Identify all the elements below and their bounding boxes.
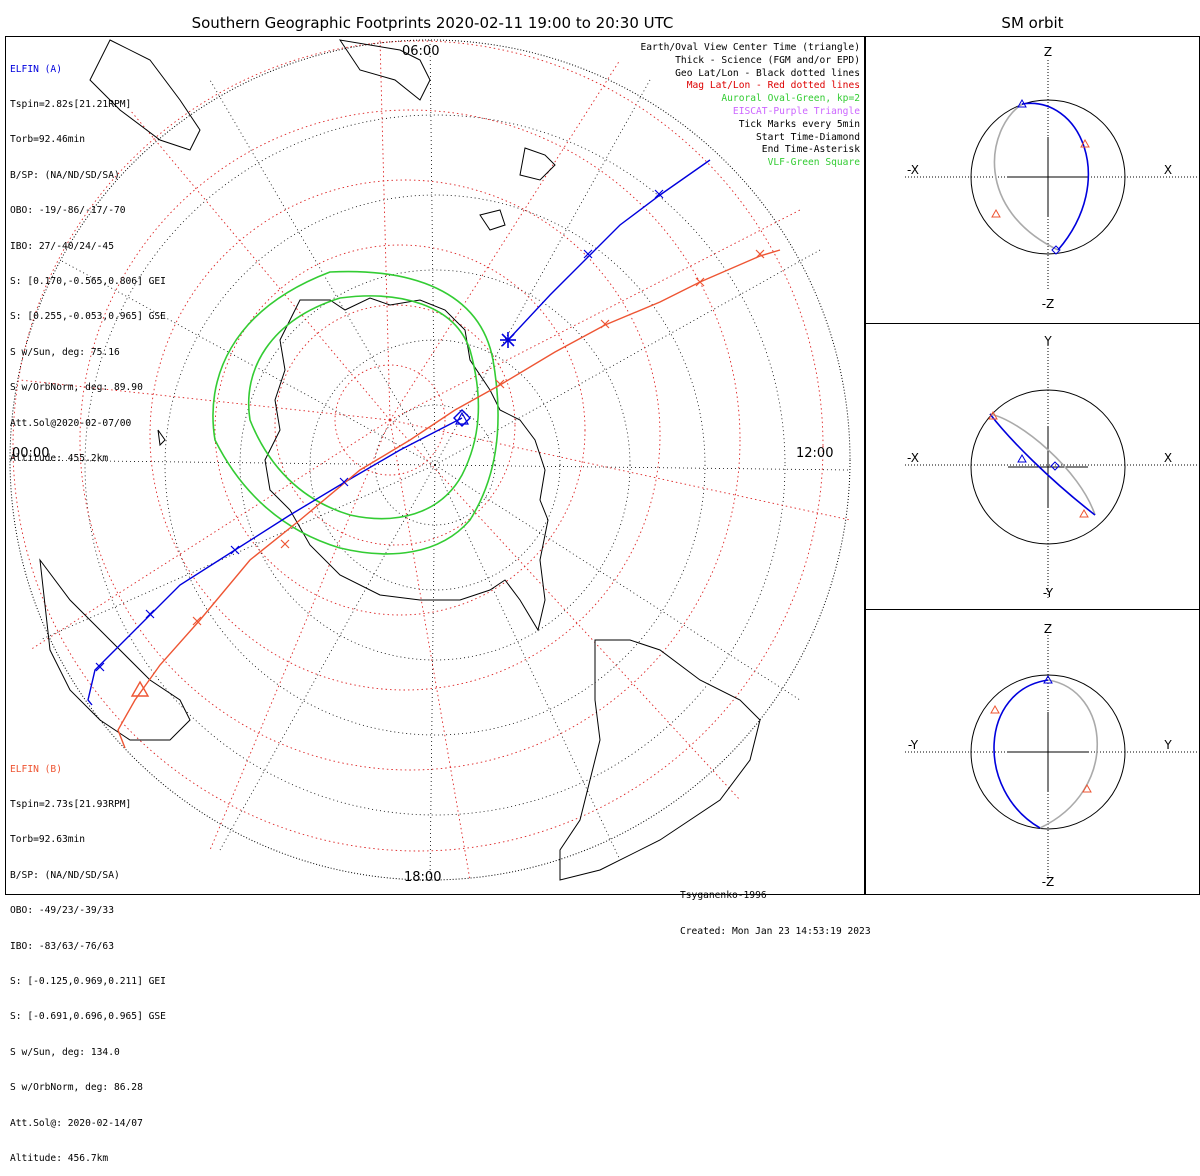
sm-xz-plot: Z -Z -X X <box>905 45 1198 311</box>
geo-grid <box>14 39 851 881</box>
elfin-b-line: Altitude: 456.7km <box>10 1152 109 1164</box>
elfin-b-line: IBO: -83/63/-76/63 <box>10 940 114 952</box>
sm-orbit-plots: Z -Z -X X Y -Y -X X Z -Z -Y Y <box>905 45 1198 889</box>
sm2-left-label: -X <box>907 451 919 465</box>
legend-entry: Thick - Science (FGM and/or EPD) <box>675 54 860 66</box>
elfin-a-start-diamond <box>453 409 471 427</box>
elfin-a-line: S: [0.170,-0.565,0.806] GEI <box>10 275 166 287</box>
sm1-right-label: X <box>1164 163 1172 177</box>
elfin-a-line: S w/OrbNorm, deg: 89.90 <box>10 382 143 394</box>
legend-entry: Mag Lat/Lon - Red dotted lines <box>686 80 860 92</box>
legend-entry: End Time-Asterisk <box>761 144 860 156</box>
hour-label-right: 12:00 <box>796 446 834 461</box>
sm-xy-plot: Y -Y -X X <box>905 334 1198 600</box>
sm3-top-label: Z <box>1044 622 1052 636</box>
globe-outline <box>9 39 851 881</box>
map-footer: Tsyganenko-1996 Created: Mon Jan 23 14:5… <box>680 866 871 950</box>
sm1-left-label: -X <box>907 163 919 177</box>
elfin-b-line: B/SP: (NA/ND/SD/SA) <box>10 869 120 881</box>
legend-entry: EISCAT-Purple Triangle <box>732 105 860 117</box>
elfin-a-line: Torb=92.46min <box>10 134 86 146</box>
elfin-a-track-south <box>87 417 463 706</box>
legend: Earth/Oval View Center Time (triangle) T… <box>641 42 861 170</box>
elfin-a-line: B/SP: (NA/ND/SD/SA) <box>10 169 120 181</box>
hour-label-top: 06:00 <box>402 44 440 59</box>
sm1-bottom-label: -Z <box>1042 297 1055 311</box>
sm3-left-label: -Y <box>908 738 919 752</box>
elfin-b-info: ELFIN (B) Tspin=2.73s[21.93RPM] Torb=92.… <box>10 740 166 1176</box>
hour-label-left: 00:00 <box>12 446 50 461</box>
elfin-a-line: IBO: 27/-40/24/-45 <box>10 240 114 252</box>
elfin-b-line: Torb=92.63min <box>10 834 86 846</box>
elfin-b-line: Tspin=2.73s[21.93RPM] <box>10 798 132 810</box>
legend-entry: Earth/Oval View Center Time (triangle) <box>640 42 861 53</box>
elfin-a-info: ELFIN (A) Tspin=2.82s[21.21RPM] Torb=92.… <box>10 40 166 476</box>
mag-grid <box>12 39 851 881</box>
elfin-a-line: OBO: -19/-86/-17/-70 <box>10 205 126 217</box>
plot-title: Southern Geographic Footprints 2020-02-1… <box>191 14 674 32</box>
auroral-oval <box>212 270 499 555</box>
elfin-a-label: ELFIN (A) <box>10 63 62 75</box>
sm2-right-label: X <box>1164 451 1172 465</box>
footprint-map-panel <box>5 36 865 895</box>
tick-marks <box>95 189 765 672</box>
sm3-bottom-label: -Z <box>1042 875 1055 889</box>
elfin-b-line: S w/OrbNorm, deg: 86.28 <box>10 1082 143 1094</box>
elfin-a-end-asterisk <box>500 332 516 348</box>
elfin-a-view-triangle <box>454 411 470 425</box>
elfin-b-label: ELFIN (B) <box>10 763 62 775</box>
sm3-right-label: Y <box>1163 738 1172 752</box>
legend-entry: Start Time-Diamond <box>756 131 860 143</box>
elfin-b-line: S w/Sun, deg: 134.0 <box>10 1046 120 1058</box>
coastlines <box>39 39 761 881</box>
hour-label-bottom: 18:00 <box>404 870 442 885</box>
created-timestamp: Created: Mon Jan 23 14:53:19 2023 <box>680 926 871 937</box>
sm-yz-plot: Z -Z -Y Y <box>905 622 1198 889</box>
elfin-b-view-triangle <box>130 680 150 697</box>
legend-entry: Geo Lat/Lon - Black dotted lines <box>675 67 860 79</box>
sm-orbit-title: SM orbit <box>1001 14 1064 32</box>
elfin-b-track <box>117 249 781 749</box>
elfin-b-line: S: [-0.691,0.696,0.965] GSE <box>10 1011 166 1023</box>
elfin-a-line: S w/Sun, deg: 75.16 <box>10 346 120 358</box>
model-label: Tsyganenko-1996 <box>680 890 767 901</box>
legend-entry: Auroral Oval-Green, kp=2 <box>721 93 860 105</box>
elfin-a-line: Tspin=2.82s[21.21RPM] <box>10 98 132 110</box>
sm2-bottom-label: -Y <box>1043 586 1054 600</box>
elfin-a-line: Att.Sol@2020-02-07/00 <box>10 417 132 429</box>
elfin-b-line: OBO: -49/23/-39/33 <box>10 905 114 917</box>
legend-entry: Tick Marks every 5min <box>738 118 860 130</box>
footprint-map <box>9 39 851 881</box>
elfin-a-line: Altitude: 455.2km <box>10 452 109 464</box>
sm1-top-label: Z <box>1044 45 1052 59</box>
elfin-b-line: Att.Sol@: 2020-02-14/07 <box>10 1117 143 1129</box>
legend-entry: VLF-Green Square <box>767 157 860 169</box>
elfin-a-track <box>507 159 711 341</box>
sm2-top-label: Y <box>1043 334 1052 348</box>
elfin-b-line: S: [-0.125,0.969,0.211] GEI <box>10 975 166 987</box>
elfin-a-line: S: [0.255,-0.053,0.965] GSE <box>10 311 166 323</box>
